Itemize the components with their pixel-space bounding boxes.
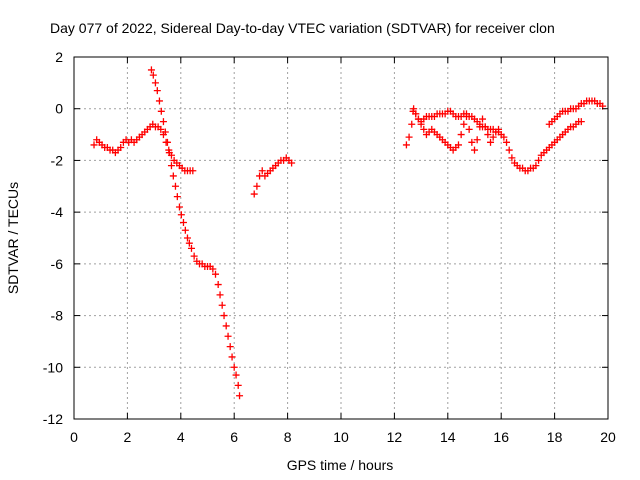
data-point (214, 281, 222, 289)
y-axis-label: SDTVAR / TECUs (5, 182, 21, 294)
data-point (90, 141, 98, 149)
data-point (159, 118, 167, 126)
y-tick-label: -4 (51, 204, 64, 220)
data-point (220, 312, 228, 320)
data-point (228, 353, 236, 361)
x-tick-label: 10 (333, 429, 349, 445)
data-point (167, 162, 175, 170)
data-point (226, 343, 234, 351)
data-point (420, 125, 428, 133)
y-tick-label: -10 (43, 359, 63, 375)
data-point (234, 381, 242, 389)
data-point (473, 136, 481, 144)
y-tick-label: -8 (51, 308, 64, 324)
y-tick-label: -2 (51, 152, 64, 168)
x-tick-label: 18 (547, 429, 563, 445)
data-point (232, 371, 240, 379)
x-tick-label: 2 (124, 429, 132, 445)
series-segment-f (545, 97, 607, 128)
data-point (253, 182, 261, 190)
data-point (465, 125, 473, 133)
data-point (250, 190, 258, 198)
data-point (212, 270, 220, 278)
series-segment-e (409, 107, 585, 175)
data-point (288, 159, 296, 167)
data-point (471, 146, 478, 154)
x-tick-label: 0 (70, 429, 78, 445)
data-point (181, 226, 189, 234)
data-point (577, 118, 585, 126)
x-tick-label: 6 (230, 429, 238, 445)
data-point (468, 138, 476, 146)
data-point (460, 120, 468, 128)
data-point (175, 203, 183, 211)
data-point (161, 128, 169, 136)
data-point (171, 182, 179, 190)
data-point (165, 149, 173, 157)
data-point (179, 218, 187, 226)
data-point (508, 154, 516, 162)
data-point (189, 167, 197, 175)
data-point (457, 131, 465, 139)
data-points (90, 66, 607, 400)
data-point (183, 234, 191, 242)
data-point (218, 301, 226, 309)
data-point (151, 79, 159, 87)
y-tick-label: 0 (55, 101, 63, 117)
data-point (236, 392, 244, 400)
data-point (505, 146, 513, 154)
data-point (187, 244, 195, 252)
series-segment-c (250, 154, 296, 198)
data-point (222, 322, 230, 330)
data-point (163, 138, 171, 146)
data-point (535, 156, 543, 164)
data-point (149, 71, 157, 79)
data-point (209, 265, 217, 273)
x-tick-label: 14 (440, 429, 456, 445)
data-point (258, 167, 266, 175)
data-point (224, 332, 232, 340)
chart-title: Day 077 of 2022, Sidereal Day-to-day VTE… (50, 20, 555, 36)
x-axis-label: GPS time / hours (287, 457, 394, 473)
data-point (479, 115, 487, 123)
data-point (147, 66, 155, 74)
x-tick-label: 12 (387, 429, 403, 445)
data-point (185, 239, 193, 247)
data-point (157, 125, 165, 133)
y-tick-label: -12 (43, 411, 63, 427)
tick-marks (73, 56, 609, 420)
y-tick-label: 2 (55, 49, 63, 65)
data-point (190, 252, 198, 260)
data-point (532, 162, 540, 170)
data-point (503, 138, 511, 146)
data-point (487, 138, 495, 146)
series-segment-a (90, 120, 197, 175)
data-point (155, 97, 163, 105)
x-tick-label: 20 (600, 429, 616, 445)
series-segment-b (147, 66, 244, 400)
data-point (169, 172, 177, 180)
data-point (454, 141, 462, 149)
data-point (500, 133, 508, 141)
data-point (173, 193, 181, 201)
data-point (489, 133, 497, 141)
grid-lines (74, 57, 608, 419)
y-tick-label: -6 (51, 256, 64, 272)
data-point (230, 363, 238, 371)
data-point (412, 110, 420, 118)
data-point (408, 120, 416, 128)
data-point (117, 144, 125, 151)
data-point (405, 133, 413, 141)
x-tick-label: 8 (284, 429, 292, 445)
x-tick-label: 16 (493, 429, 509, 445)
x-tick-label: 4 (177, 429, 185, 445)
data-point (177, 211, 185, 219)
data-point (216, 291, 224, 299)
data-point (153, 87, 161, 95)
data-point (402, 141, 410, 149)
data-point (157, 107, 165, 115)
